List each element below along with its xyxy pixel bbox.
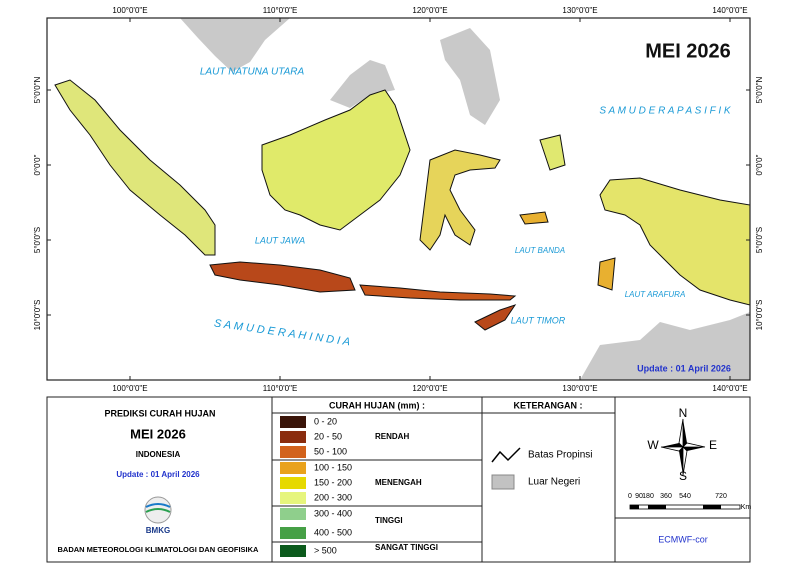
legend-label: 50 - 100 [314, 446, 347, 456]
longitude-label: 130°0'0"E [562, 384, 597, 393]
island [519, 211, 549, 225]
longitude-label: 130°0'0"E [562, 6, 597, 15]
scale-bar [629, 504, 741, 510]
legend-group: MENENGAH [375, 478, 422, 487]
legend-group: TINGGI [375, 516, 403, 525]
bmkg-logo [144, 496, 172, 524]
latitude-label: 10°0'0"S [755, 300, 764, 331]
legend-label: 100 - 150 [314, 462, 352, 472]
legend-group: RENDAH [375, 432, 409, 441]
map-land [54, 18, 751, 380]
sea-label: S A M U D E R A P A S I F I K [599, 106, 731, 117]
keterangan-item: Batas Propinsi [528, 450, 592, 461]
agency-name: BADAN METEOROLOGI KLIMATOLOGI DAN GEOFIS… [58, 545, 260, 554]
latitude-label: 0°0'0" [33, 154, 42, 175]
compass-w: W [647, 438, 659, 452]
legend-label: 0 - 20 [314, 416, 337, 426]
island [209, 261, 356, 293]
foreign-land [330, 60, 395, 108]
longitude-label: 110°0'0"E [263, 6, 298, 15]
latitude-label: 5°0'0"N [755, 76, 764, 103]
keterangan-title: KETERANGAN : [514, 400, 583, 410]
panel-month: MEI 2026 [130, 426, 186, 441]
legend-label: 20 - 50 [314, 431, 342, 441]
longitude-label: 120°0'0"E [412, 384, 447, 393]
legend-label: 200 - 300 [314, 492, 352, 502]
source-label: ECMWF-cor [658, 534, 708, 544]
longitude-label: 140°0'0"E [712, 384, 747, 393]
compass-s: S [679, 469, 687, 483]
longitude-label: 110°0'0"E [263, 384, 298, 393]
legend-label: > 500 [314, 545, 337, 555]
legend-swatch [280, 462, 306, 474]
compass-e: E [709, 438, 717, 452]
sea-label: LAUT TIMOR [511, 315, 566, 325]
island [54, 79, 216, 256]
sea-label: LAUT ARAFURA [625, 290, 686, 299]
island [599, 177, 751, 306]
longitude-label: 100°0'0"E [112, 6, 147, 15]
island [419, 149, 501, 251]
logo-text: BMKG [146, 526, 170, 535]
scale-label: 180 [642, 493, 654, 500]
latitude-label: 5°0'0"S [755, 227, 764, 253]
legend-swatch [280, 416, 306, 428]
latitude-label: 0°0'0" [755, 154, 764, 175]
legend-group: SANGAT TINGGI [375, 543, 438, 552]
legend-swatch [280, 508, 306, 520]
legend-swatch [280, 545, 306, 557]
island [474, 304, 517, 331]
map-update: Update : 01 April 2026 [637, 363, 731, 373]
scale-label: 720 [715, 493, 727, 500]
map-title: MEI 2026 [645, 40, 731, 62]
island [597, 257, 616, 291]
legend-label: 150 - 200 [314, 477, 352, 487]
info-panel [46, 396, 751, 563]
foreign-symbol [491, 474, 515, 490]
boundary-symbol [491, 447, 521, 463]
sea-label: LAUT NATUNA UTARA [200, 67, 305, 78]
scale-unit: Km [741, 504, 752, 511]
legend-swatch [280, 431, 306, 443]
compass-rose [660, 418, 706, 476]
longitude-label: 100°0'0"E [112, 384, 147, 393]
longitude-label: 120°0'0"E [412, 6, 447, 15]
panel-title: PREDIKSI CURAH HUJAN [104, 408, 215, 418]
sea-label: LAUT BANDA [515, 246, 565, 255]
panel-region: INDONESIA [136, 450, 181, 459]
foreign-land [180, 18, 290, 72]
scale-label: 90 [635, 493, 643, 500]
island [359, 284, 517, 301]
legend-label: 300 - 400 [314, 508, 352, 518]
panel-update: Update : 01 April 2026 [116, 470, 200, 479]
keterangan-item: Luar Negeri [528, 477, 580, 488]
foreign-land [580, 312, 750, 380]
latitude-label: 5°0'0"N [33, 76, 42, 103]
legend-swatch [280, 477, 306, 489]
legend-swatch [280, 527, 306, 539]
foreign-land [440, 28, 500, 125]
island [261, 89, 411, 231]
latitude-label: 10°0'0"S [33, 300, 42, 331]
sea-label: LAUT JAWA [255, 235, 305, 245]
legend-swatch [280, 446, 306, 458]
legend-swatch [280, 492, 306, 504]
legend-title: CURAH HUJAN (mm) : [329, 400, 425, 410]
map-frame [46, 17, 751, 381]
island [539, 134, 566, 171]
scale-label: 360 [660, 493, 672, 500]
scale-label: 540 [679, 493, 691, 500]
legend-label: 400 - 500 [314, 527, 352, 537]
scale-label: 0 [628, 493, 632, 500]
longitude-label: 140°0'0"E [712, 6, 747, 15]
compass-n: N [679, 406, 688, 420]
latitude-label: 5°0'0"S [33, 227, 42, 253]
